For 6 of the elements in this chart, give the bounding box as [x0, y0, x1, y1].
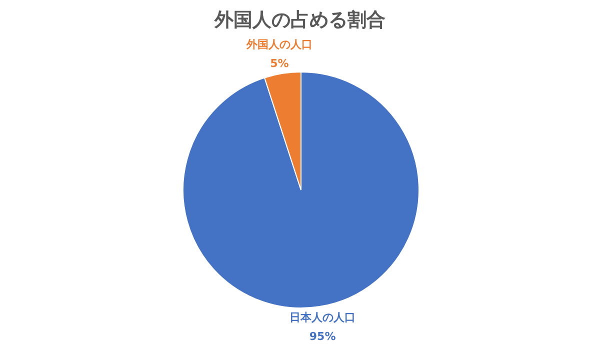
slice-label: 外国人の人口 — [245, 38, 312, 52]
pie-slice — [182, 72, 420, 308]
data-label: 95% — [309, 330, 336, 343]
data-label: 5% — [270, 57, 289, 70]
chart-title: 外国人の占める割合 — [214, 9, 386, 31]
slice-label: 日本人の人口 — [290, 310, 356, 324]
